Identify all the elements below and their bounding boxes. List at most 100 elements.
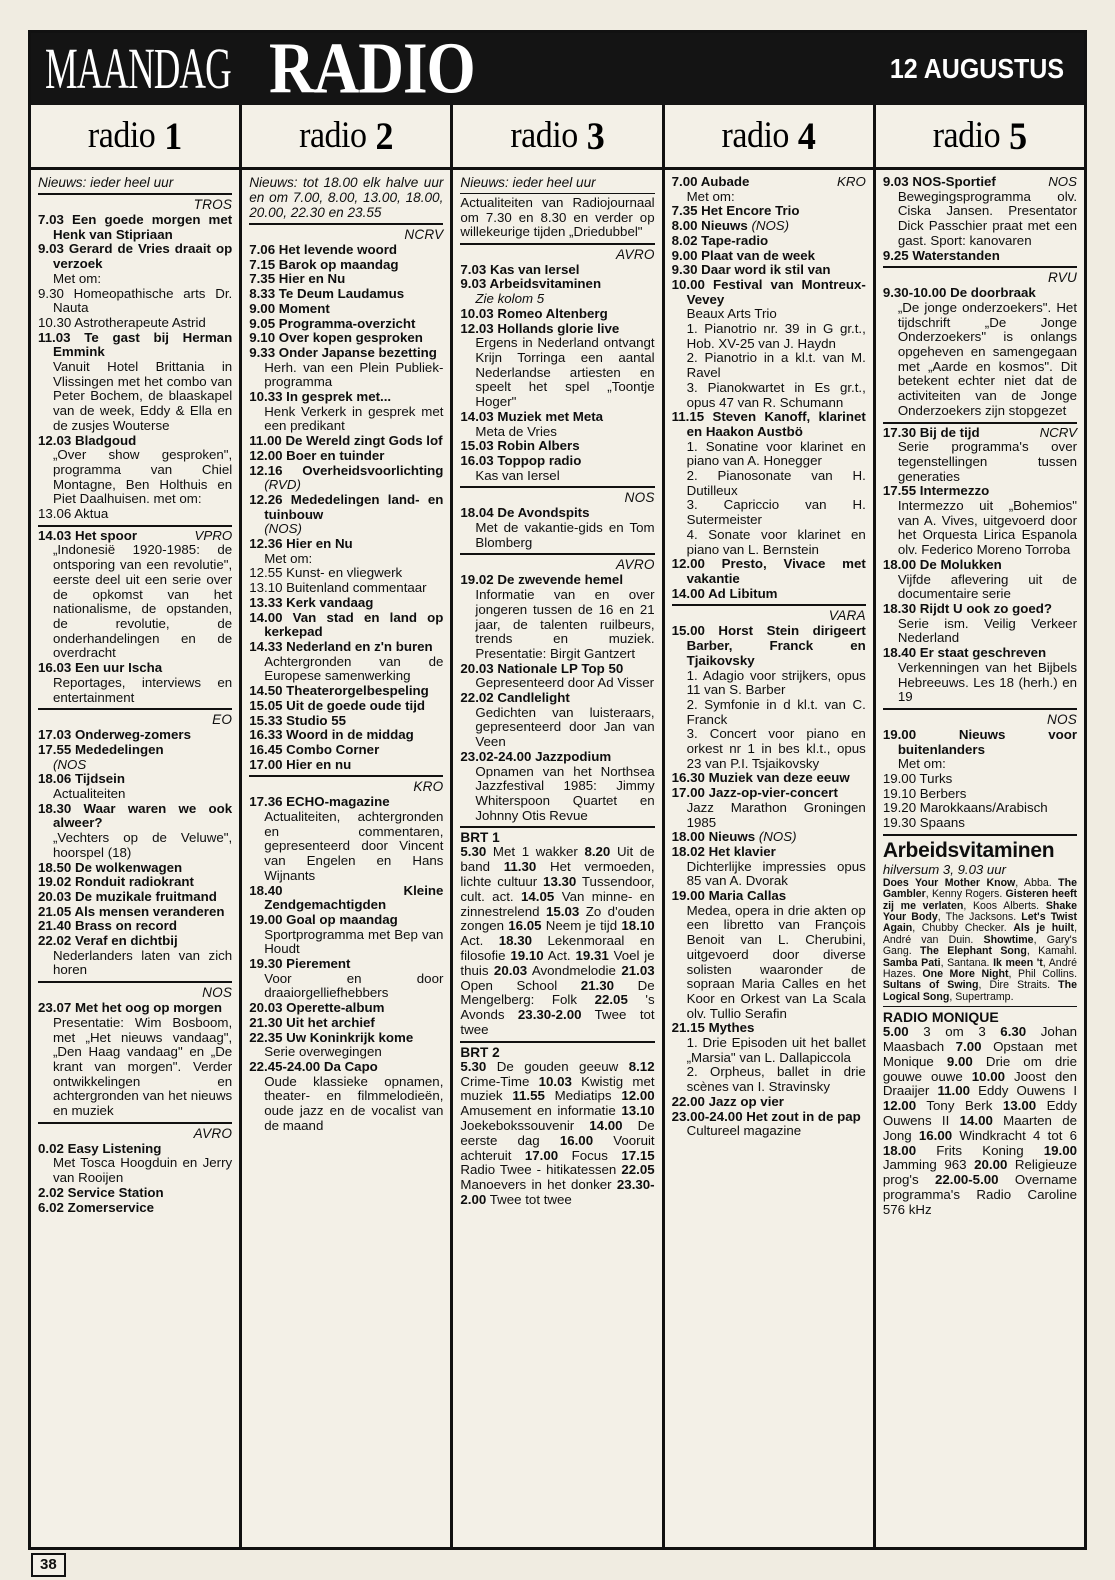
program-description: „Vechters op de Veluwe", hoorspel (18) xyxy=(53,830,233,860)
program-entry: 14.00 Ad Libitum xyxy=(671,585,778,601)
program-description: Gedichten van luisteraars, gepresenteerd… xyxy=(475,704,655,750)
program-description: Nederlanders laten van zich horen xyxy=(53,947,233,978)
section-divider xyxy=(38,193,233,195)
program-description: Informatie van en over jongeren tussen d… xyxy=(475,587,655,661)
program-entry: 8.33 Te Deum Laudamus xyxy=(249,286,405,302)
program-description: „Over show gesproken", programma van Chi… xyxy=(53,447,233,507)
program-entry: 21.05 Als mensen veranderen xyxy=(38,903,225,919)
section-divider xyxy=(882,707,1078,710)
brt2-schedule: 5.30 De gouden geeuw 8.12 Crime-Time 10.… xyxy=(460,1058,655,1207)
channel-word: radio xyxy=(87,115,156,156)
program-entry: 9.03 NOS-Sportief NOS xyxy=(882,174,1078,189)
program-description: Jazz Marathon Groningen 1985 xyxy=(686,799,866,830)
program-entry: 15.00 Horst Stein dirigeert Barber, Fran… xyxy=(671,623,866,668)
program-description: Met Tosca Hoogduin en Jerry van Rooijen xyxy=(53,1155,233,1186)
program-entry: 7.35 Het Encore Trio xyxy=(671,203,800,219)
news-schedule-note: Nieuws: ieder heel uur xyxy=(38,175,174,190)
program-description: Cultureel magazine xyxy=(686,1123,802,1139)
program-description: (NOS xyxy=(53,756,87,772)
brt2-title: BRT 2 xyxy=(460,1044,500,1060)
program-description: 3. Concert voor piano en orkest nr 1 in … xyxy=(686,726,866,771)
channel-number: 5 xyxy=(1009,114,1028,158)
program-entry: 11.03 Te gast bij Herman Emmink xyxy=(38,329,233,360)
channel-header-5[interactable]: radio 5 xyxy=(876,105,1084,167)
broadcaster-label: AVRO xyxy=(616,557,655,573)
program-entry: 21.40 Brass on record xyxy=(38,918,177,934)
program-entry: 7.00 Aubade KRO xyxy=(671,174,866,189)
channel-header-4[interactable]: radio 4 xyxy=(665,105,876,167)
program-description: 3. Capriccio van H. Sutermeister xyxy=(686,497,866,528)
news-schedule-note: Nieuws: tot 18.00 elk halve uur en om 7.… xyxy=(249,175,444,220)
program-description: Met de vakantie-gids en Tom Blomberg xyxy=(475,520,655,550)
program-description: Met om: xyxy=(264,550,313,566)
program-entry: 19.00 Nieuws voor buitenlanders xyxy=(882,726,1078,757)
brt1-title: BRT 1 xyxy=(460,830,500,846)
page-number: 38 xyxy=(31,1553,66,1577)
program-entry: 22.35 Uw Koninkrijk kome xyxy=(249,1029,414,1045)
program-description: Verkenningen van het Bijbels Hebreeuws. … xyxy=(897,659,1078,705)
program-description: Dichterlijke impressies opus 85 van A. D… xyxy=(686,858,866,889)
program-entry: 16.03 Toppop radio xyxy=(460,452,582,468)
program-description: 2. Orpheus, ballet in drie scènes van I.… xyxy=(686,1064,866,1095)
program-description: Herh. van een Plein Publiek-programma xyxy=(264,359,444,390)
arbeidsvitaminen-playlist: Does Your Mother Know, Abba. The Gambler… xyxy=(882,876,1078,1003)
channel-word: radio xyxy=(299,115,367,156)
broadcaster-label: EO xyxy=(212,712,233,728)
brt1-schedule: 5.30 Met 1 wakker 8.20 Uit de band 11.30… xyxy=(460,844,655,1037)
program-entry: 8.02 Tape-radio xyxy=(671,232,769,248)
program-entry: 17.00 Hier en nu xyxy=(249,756,352,772)
program-description: 19.00 Turks xyxy=(882,771,953,787)
program-description: 3. Pianokwartet in Es gr.t., opus 47 van… xyxy=(686,379,866,410)
program-description: Vanuit Hotel Brittania in Vlissingen met… xyxy=(53,359,233,433)
news-schedule-note: Nieuws: ieder heel uur xyxy=(460,175,596,190)
channel-intro-note: Actualiteiten van Radiojournaal om 7.30 … xyxy=(460,195,655,240)
arbeidsvitaminen-subtitle: hilversum 3, 9.03 uur xyxy=(882,861,1006,877)
arbeidsvitaminen-title: Arbeidsvitaminen xyxy=(882,838,1055,862)
channel-header-3[interactable]: radio 3 xyxy=(453,105,665,167)
column-radio-1: Nieuws: ieder heel uur TROS 7.03 Een goede… xyxy=(31,170,243,1547)
program-entry: 18.02 Het klavier xyxy=(671,843,776,859)
program-entry: 9.00 Plaat van de week xyxy=(671,247,816,263)
program-description: Serie programma's over tegenstellingen t… xyxy=(897,439,1078,484)
broadcaster-label: NOS xyxy=(624,490,655,506)
program-entry: 23.00-24.00 Het zout in de pap xyxy=(671,1108,861,1124)
broadcaster-label: TROS xyxy=(193,197,233,212)
program-entry: 9.05 Programma-overzicht xyxy=(249,315,416,331)
column-radio-5: 9.03 NOS-Sportief NOS Bewegingsprogramma … xyxy=(876,170,1084,1547)
program-entry: 12.36 Hier en Nu xyxy=(249,536,353,552)
channel-header-2[interactable]: radio 2 xyxy=(242,105,454,167)
program-description: 1. Adagio voor strijkers, opus 11 van S.… xyxy=(686,667,866,698)
program-entry: 18.00 De Molukken xyxy=(882,556,1002,572)
program-entry: 19.02 De zwevende hemel xyxy=(460,572,624,588)
program-entry: 20.03 De muzikale fruitmand xyxy=(38,888,217,904)
program-description: Vijfde aflevering uit de documentaire se… xyxy=(897,571,1078,602)
program-description: „De jonge onderzoekers". Het tijdschrift… xyxy=(897,299,1078,418)
program-entry: 9.30-10.00 De doorbraak xyxy=(882,285,1036,301)
program-entry: 19.00 Goal op maandag xyxy=(249,911,398,927)
program-entry: 18.30 Waar waren we ook alweer? xyxy=(38,800,233,831)
program-description: 2. Symfonie in d kl.t. van C. Franck xyxy=(686,696,866,727)
channel-header-1[interactable]: radio 1 xyxy=(31,105,243,167)
program-entry: 9.03 Gerard de Vries draait op verzoek xyxy=(38,241,233,272)
program-description: Serie ism. Veilig Verkeer Nederland xyxy=(897,615,1078,646)
program-entry: 23.07 Met het oog op morgen xyxy=(38,1000,222,1016)
masthead-title: RADIO xyxy=(268,28,476,110)
program-entry: 18.06 Tijdsein xyxy=(38,771,125,787)
program-entry: 22.00 Jazz op vier xyxy=(671,1093,784,1109)
program-entry: 9.30 Daar word ik stil van xyxy=(671,262,831,278)
program-entry: 12.00 Boer en tuinder xyxy=(249,447,385,463)
program-entry: 15.33 Studio 55 xyxy=(249,712,347,728)
section-divider xyxy=(882,1006,1078,1008)
program-entry: 8.00 Nieuws (NOS) xyxy=(671,218,790,234)
channel-number: 4 xyxy=(797,114,816,158)
broadcaster-label: NCRV xyxy=(404,227,444,242)
program-entry: 12.00 Presto, Vivace met vakantie xyxy=(671,556,866,586)
program-entry: 18.04 De Avondspits xyxy=(460,505,590,521)
program-entry: 9.10 Over kopen gesproken xyxy=(249,330,423,346)
program-description: 19.20 Marokkaans/Arabisch xyxy=(882,800,1048,816)
program-entry: 7.06 Het levende woord xyxy=(249,242,397,257)
broadcaster-label: NOS xyxy=(202,985,233,1001)
column-radio-3: Nieuws: ieder heel uur Actualiteiten van … xyxy=(453,170,665,1547)
program-entry: 0.02 Easy Listening xyxy=(38,1140,162,1156)
program-description: Met om: xyxy=(686,188,735,204)
